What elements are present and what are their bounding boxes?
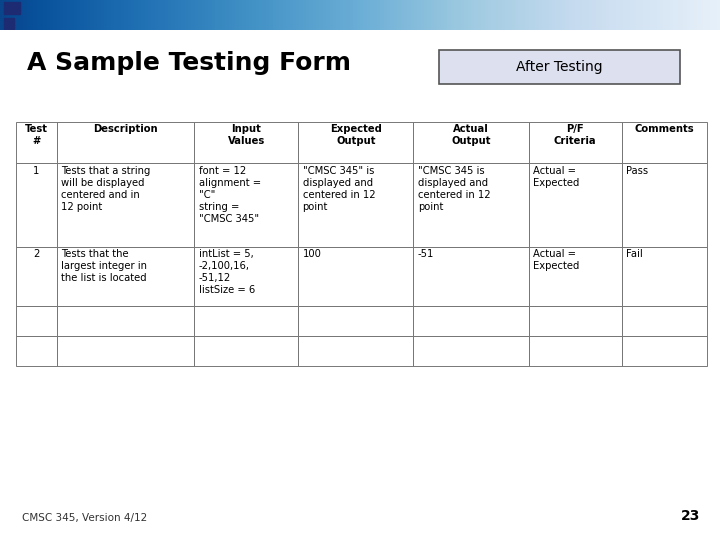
Bar	[16, 306, 57, 336]
Bar	[194, 122, 298, 163]
Bar	[16, 247, 57, 306]
Bar	[413, 163, 528, 247]
Bar	[57, 336, 194, 366]
Text: Input
Values: Input Values	[228, 124, 265, 146]
Text: 100: 100	[302, 249, 321, 260]
Bar	[4, 18, 14, 29]
Bar	[16, 247, 57, 306]
Bar	[528, 122, 621, 163]
Bar	[621, 306, 707, 336]
Bar	[621, 122, 707, 163]
Bar	[194, 122, 298, 163]
Bar	[298, 122, 413, 163]
Text: 2: 2	[33, 249, 40, 260]
Bar	[413, 163, 528, 247]
Text: font = 12
alignment =
"C"
string =
"CMSC 345": font = 12 alignment = "C" string = "CMSC…	[199, 166, 261, 224]
Bar	[528, 306, 621, 336]
Text: Actual
Output: Actual Output	[451, 124, 491, 146]
Bar	[194, 163, 298, 247]
Bar	[528, 336, 621, 366]
Text: 1: 1	[33, 166, 40, 176]
Bar	[16, 163, 57, 247]
Bar	[528, 122, 621, 163]
Bar	[439, 50, 680, 84]
Bar	[4, 2, 20, 14]
Bar	[57, 122, 194, 163]
Text: After Testing: After Testing	[516, 60, 603, 73]
Bar	[298, 163, 413, 247]
Bar	[528, 163, 621, 247]
Bar	[57, 306, 194, 336]
Bar	[57, 163, 194, 247]
Bar	[528, 247, 621, 306]
Bar	[528, 306, 621, 336]
Text: Description: Description	[93, 124, 158, 134]
Bar	[194, 336, 298, 366]
Text: "CMSC 345" is
displayed and
centered in 12
point: "CMSC 345" is displayed and centered in …	[302, 166, 375, 212]
Bar	[413, 306, 528, 336]
Bar	[413, 247, 528, 306]
Bar	[621, 122, 707, 163]
Bar	[194, 163, 298, 247]
Bar	[528, 163, 621, 247]
Text: Actual =
Expected: Actual = Expected	[533, 166, 580, 188]
Bar	[57, 247, 194, 306]
Bar	[57, 163, 194, 247]
Bar	[194, 247, 298, 306]
Bar	[16, 336, 57, 366]
Bar	[621, 163, 707, 247]
Bar	[621, 306, 707, 336]
Text: CMSC 345, Version 4/12: CMSC 345, Version 4/12	[22, 512, 147, 523]
Bar	[413, 306, 528, 336]
Bar	[57, 336, 194, 366]
Bar	[413, 336, 528, 366]
Bar	[57, 306, 194, 336]
Bar	[298, 306, 413, 336]
Bar	[413, 122, 528, 163]
Bar	[57, 122, 194, 163]
Text: "CMSC 345 is
displayed and
centered in 12
point: "CMSC 345 is displayed and centered in 1…	[418, 166, 490, 212]
Bar	[194, 306, 298, 336]
Bar	[621, 336, 707, 366]
Bar	[57, 247, 194, 306]
Text: Tests that the
largest integer in
the list is located: Tests that the largest integer in the li…	[61, 249, 147, 284]
Text: -51: -51	[418, 249, 434, 260]
Text: Fail: Fail	[626, 249, 643, 260]
Bar	[413, 122, 528, 163]
Text: 23: 23	[680, 509, 700, 523]
Text: Expected
Output: Expected Output	[330, 124, 382, 146]
Bar	[621, 336, 707, 366]
Text: Test
#: Test #	[24, 124, 48, 146]
Text: Tests that a string
will be displayed
centered and in
12 point: Tests that a string will be displayed ce…	[61, 166, 150, 212]
Text: Pass: Pass	[626, 166, 648, 176]
Bar	[16, 336, 57, 366]
Bar	[194, 247, 298, 306]
Bar	[621, 247, 707, 306]
Bar	[413, 247, 528, 306]
Bar	[528, 247, 621, 306]
Bar	[298, 306, 413, 336]
Text: Comments: Comments	[634, 124, 694, 134]
Bar	[298, 336, 413, 366]
Bar	[16, 306, 57, 336]
Bar	[413, 336, 528, 366]
Text: intList = 5,
-2,100,16,
-51,12
listSize = 6: intList = 5, -2,100,16, -51,12 listSize …	[199, 249, 255, 295]
Bar	[298, 336, 413, 366]
Bar	[194, 306, 298, 336]
Bar	[16, 163, 57, 247]
Text: Actual =
Expected: Actual = Expected	[533, 249, 580, 272]
Bar	[194, 336, 298, 366]
Bar	[298, 163, 413, 247]
Bar	[16, 122, 57, 163]
Bar	[16, 122, 57, 163]
Bar	[621, 247, 707, 306]
Bar	[528, 336, 621, 366]
Bar	[298, 247, 413, 306]
Bar	[621, 163, 707, 247]
Bar	[298, 247, 413, 306]
Text: P/F
Criteria: P/F Criteria	[554, 124, 596, 146]
Text: A Sample Testing Form: A Sample Testing Form	[27, 51, 351, 75]
Bar	[298, 122, 413, 163]
